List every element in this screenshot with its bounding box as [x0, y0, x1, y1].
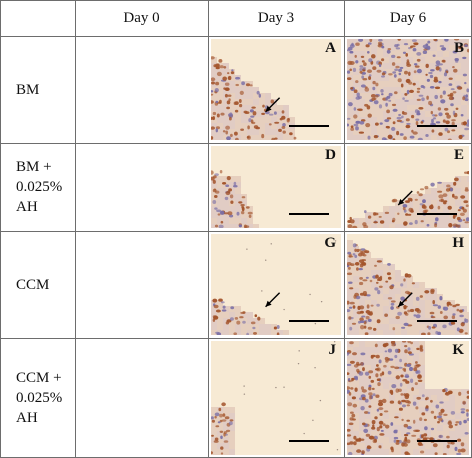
grid-line-horizontal	[0, 0, 472, 1]
grid-line-horizontal	[0, 338, 472, 339]
micrograph-image	[211, 146, 341, 228]
grid-line-vertical	[208, 0, 209, 458]
grid-line-vertical	[344, 0, 345, 458]
panel-letter: K	[452, 342, 464, 358]
arrow-head	[398, 199, 405, 206]
micrograph-image	[211, 234, 341, 335]
grid-line-vertical	[0, 0, 1, 458]
panel-letter: J	[328, 342, 337, 358]
micrograph-panel-k: K	[347, 341, 469, 455]
row-label: BM + 0.025% AH	[16, 159, 63, 215]
panel-letter: B	[453, 40, 464, 56]
micrograph-panel-a: A	[211, 39, 341, 140]
column-header-day-3: Day 3	[257, 9, 295, 26]
panel-letter: A	[325, 40, 336, 56]
column-header-day-6: Day 6	[389, 9, 427, 26]
panel-letter: D	[325, 147, 336, 163]
row-label: BM	[16, 81, 40, 98]
grid-line-horizontal	[0, 36, 472, 37]
scale-bar	[289, 213, 329, 215]
row-label: CCM	[16, 276, 50, 293]
scale-bar	[417, 213, 457, 215]
scale-bar	[417, 320, 457, 322]
micrograph-panel-h: H	[347, 234, 469, 335]
micrograph-panel-d: D	[211, 146, 341, 228]
scale-bar	[289, 320, 329, 322]
micrograph-image	[211, 39, 341, 140]
micrograph-panel-g: G	[211, 234, 341, 335]
scale-bar	[289, 125, 329, 127]
panel-letter: H	[452, 235, 464, 251]
micrograph-panel-j: J	[211, 341, 341, 455]
micrograph-panel-e: E	[347, 146, 469, 228]
arrow-head	[265, 300, 272, 307]
panel-letter: G	[324, 235, 336, 251]
panel-letter: E	[453, 147, 464, 163]
arrow-head	[398, 300, 405, 307]
scale-bar	[417, 440, 457, 442]
micrograph-image	[347, 234, 469, 335]
micrograph-image	[211, 341, 341, 455]
micrograph-panel-b: B	[347, 39, 469, 140]
column-header-day-0: Day 0	[123, 9, 160, 26]
micrograph-image	[347, 146, 469, 228]
scale-bar	[417, 125, 457, 127]
row-label: CCM + 0.025% AH	[16, 370, 63, 426]
arrow-head	[265, 105, 272, 112]
grid-line-horizontal	[0, 231, 472, 232]
grid-line-horizontal	[0, 143, 472, 144]
grid-line-vertical	[75, 0, 76, 458]
scale-bar	[289, 440, 329, 442]
micrograph-image	[347, 341, 469, 455]
